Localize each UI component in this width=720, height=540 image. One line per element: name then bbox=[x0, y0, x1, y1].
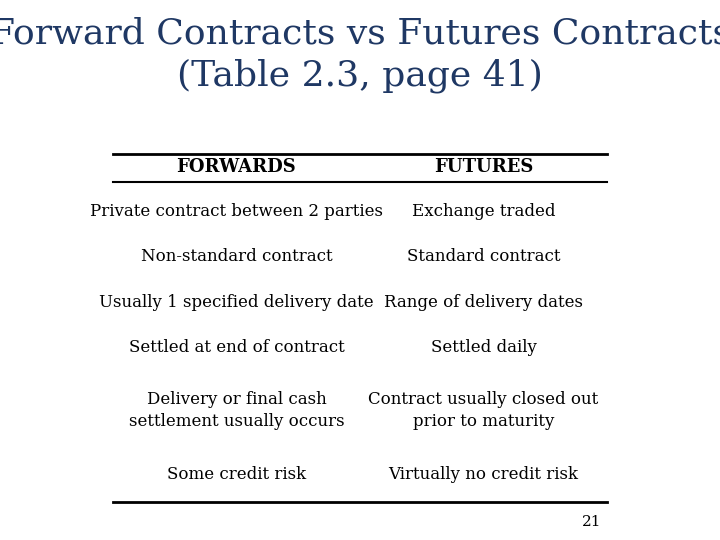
Text: Delivery or final cash
settlement usually occurs: Delivery or final cash settlement usuall… bbox=[129, 391, 344, 430]
Text: 21: 21 bbox=[582, 515, 602, 529]
Text: Usually 1 specified delivery date: Usually 1 specified delivery date bbox=[99, 294, 374, 310]
Text: FORWARDS: FORWARDS bbox=[176, 158, 297, 177]
Text: Contract usually closed out
prior to maturity: Contract usually closed out prior to mat… bbox=[369, 391, 598, 430]
Text: Some credit risk: Some credit risk bbox=[167, 465, 306, 483]
Text: Settled daily: Settled daily bbox=[431, 339, 536, 356]
Text: Range of delivery dates: Range of delivery dates bbox=[384, 294, 583, 310]
Text: Forward Contracts vs Futures Contracts
(Table 2.3, page 41): Forward Contracts vs Futures Contracts (… bbox=[0, 16, 720, 93]
Text: FUTURES: FUTURES bbox=[434, 158, 534, 177]
Text: Virtually no credit risk: Virtually no credit risk bbox=[389, 465, 578, 483]
Text: Settled at end of contract: Settled at end of contract bbox=[129, 339, 344, 356]
Text: Standard contract: Standard contract bbox=[407, 248, 560, 265]
Text: Exchange traded: Exchange traded bbox=[412, 203, 555, 220]
Text: Private contract between 2 parties: Private contract between 2 parties bbox=[90, 203, 383, 220]
Text: Non-standard contract: Non-standard contract bbox=[140, 248, 333, 265]
